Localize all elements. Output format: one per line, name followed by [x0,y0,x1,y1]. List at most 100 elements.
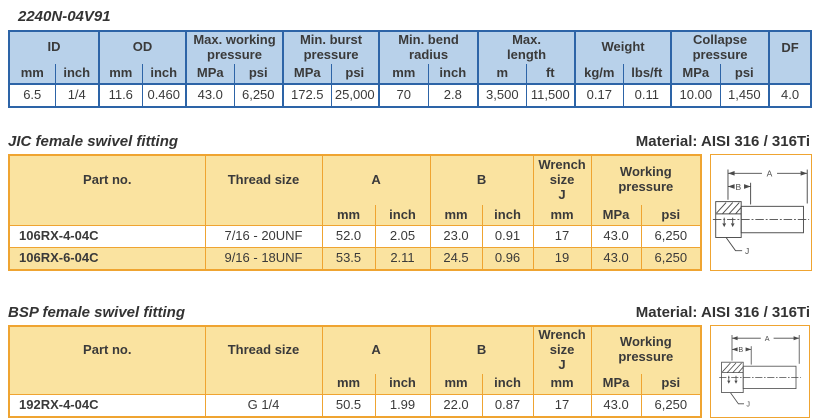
value-cell: 6.5 [8,82,55,107]
value-cell: 43.0 [590,225,642,249]
value-cell: 4.0 [768,82,812,107]
bsp-table-row: 192RX-4-04C G 1/4 50.5 1.99 22.0 0.87 17… [8,394,702,418]
value-cell: 6,250 [640,394,702,418]
unit-cell: mm [532,373,592,396]
col-group-max-length: Max. length [477,31,576,64]
unit-cell: mm [532,204,592,227]
unit-cell: mm [98,63,142,84]
svg-text:A: A [767,169,773,179]
unit-cell: psi [233,63,284,84]
value-cell: 17 [532,394,592,418]
spec-data-row: 6.5 1/4 11.6 0.460 43.0 6,250 172.5 25,0… [8,82,812,107]
unit-cell: psi [719,63,770,84]
value-cell: 6,250 [640,247,702,271]
part-no-cell: 192RX-4-04C [8,394,206,418]
jic-units-row: mm inch mm inch mm MPa psi [9,204,702,227]
value-cell: 172.5 [282,82,332,107]
col-group-a: A [321,325,431,374]
unit-cell: mm [429,204,483,227]
value-cell: 6,250 [233,82,284,107]
value-cell: 1.99 [374,394,431,418]
unit-cell: m [477,63,527,84]
unit-cell: inch [481,373,534,396]
bsp-section-head: BSP female swivel fitting Material: AISI… [8,304,810,321]
bsp-section-title: BSP female swivel fitting [8,303,185,321]
value-cell: G 1/4 [204,394,323,418]
value-cell: 7/16 - 20UNF [204,225,323,249]
bsp-material-label: Material: AISI 316 / 316Ti [635,303,810,321]
unit-cell: inch [427,63,479,84]
hose-spec-table: ID OD Max. working pressure Min. burst p… [8,30,813,108]
value-cell: 11,500 [525,82,576,107]
col-group-b: B [429,154,534,205]
svg-text:J: J [745,246,749,256]
value-cell: 6,250 [640,225,702,249]
value-cell: 25,000 [330,82,380,107]
value-cell: 2.8 [427,82,479,107]
svg-text:J: J [746,400,750,409]
spec-group-header-row: ID OD Max. working pressure Min. burst p… [8,31,812,84]
svg-text:A: A [765,334,770,343]
value-cell: 2.11 [374,247,431,271]
value-cell: 53.5 [321,247,376,271]
unit-cell: mm [321,204,376,227]
col-wrench-size: Wrench size J [532,325,592,374]
bsp-fitting-table: Part no. Thread size A B Wrench size J Wo… [8,324,703,418]
bsp-units-row: mm inch mm inch mm MPa psi [9,373,702,396]
jic-group-header-row: Part no. Thread size A B Wrench size J Wo… [8,154,702,226]
jic-fitting-table: Part no. Thread size A B Wrench size J Wo… [8,153,703,271]
value-cell: 0.17 [574,82,624,107]
unit-cell: lbs/ft [622,63,672,84]
value-cell: 10.00 [670,82,721,107]
unit-cell: inch [374,373,431,396]
col-group-collapse-pressure: Collapse pressure [670,31,770,64]
col-part-no: Part no. [8,325,206,395]
unit-cell: MPa [590,373,642,396]
value-cell: 24.5 [429,247,483,271]
spec-units-row: mm inch mm inch MPa psi MPa psi mm inch … [8,63,811,84]
col-group-df: DF [768,31,812,84]
value-cell: 43.0 [185,82,234,107]
page-title: 2240N-04V91 [18,8,111,25]
fitting-drawing-icon: A B J [719,334,801,409]
jic-table-row: 106RX-6-04C 9/16 - 18UNF 53.5 2.11 24.5 … [8,247,702,271]
unit-cell: inch [141,63,186,84]
unit-cell: mm [321,373,376,396]
part-no-cell: 106RX-6-04C [8,247,206,271]
fitting-drawing-icon: A B J [712,169,810,256]
value-cell: 9/16 - 18UNF [204,247,323,271]
col-group-b: B [429,325,534,374]
jic-fitting-diagram: A B J [710,153,813,271]
value-cell: 3,500 [477,82,527,107]
unit-cell: inch [54,63,99,84]
part-no-cell: 106RX-4-04C [8,225,206,249]
col-wrench-size: Wrench size J [532,154,592,205]
unit-cell: psi [330,63,380,84]
value-cell: 0.91 [481,225,534,249]
value-cell: 43.0 [590,247,642,271]
unit-cell: mm [429,373,483,396]
unit-cell: mm [8,63,55,84]
col-group-id: ID [8,31,99,64]
value-cell: 43.0 [590,394,642,418]
unit-cell: psi [640,373,702,396]
jic-section: JIC female swivel fitting Material: AISI… [8,133,813,271]
col-working-pressure: Working pressure [590,154,702,205]
unit-cell: MPa [670,63,721,84]
col-group-min-burst-pressure: Min. burst pressure [282,31,380,64]
unit-cell: mm [378,63,429,84]
value-cell: 17 [532,225,592,249]
value-cell: 0.460 [141,82,186,107]
value-cell: 1,450 [719,82,770,107]
unit-cell: MPa [282,63,332,84]
jic-section-head: JIC female swivel fitting Material: AISI… [8,133,810,150]
value-cell: 2.05 [374,225,431,249]
value-cell: 0.87 [481,394,534,418]
bsp-group-header-row: Part no. Thread size A B Wrench size J Wo… [8,325,702,395]
unit-cell: MPa [590,204,642,227]
bsp-fitting-diagram: A B J [710,324,810,418]
jic-table-row: 106RX-4-04C 7/16 - 20UNF 52.0 2.05 23.0 … [8,225,702,249]
unit-cell: inch [481,204,534,227]
col-working-pressure: Working pressure [590,325,702,374]
